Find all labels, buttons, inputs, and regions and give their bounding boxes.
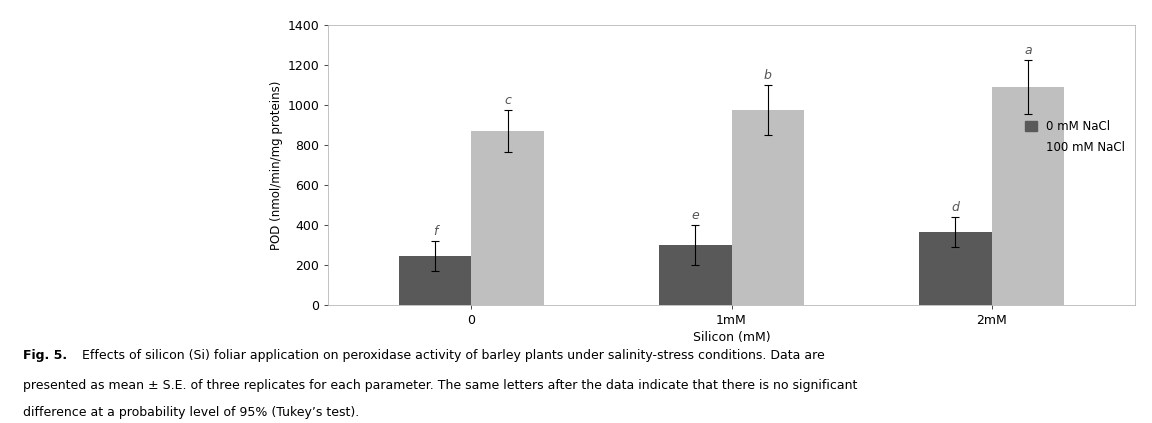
Text: d: d	[952, 201, 960, 214]
X-axis label: Silicon (mM): Silicon (mM)	[692, 331, 771, 344]
Text: b: b	[764, 69, 772, 82]
Text: e: e	[691, 209, 699, 222]
Legend: 0 mM NaCl, 100 mM NaCl: 0 mM NaCl, 100 mM NaCl	[1022, 116, 1129, 158]
Text: a: a	[1024, 44, 1032, 57]
Text: presented as mean ± S.E. of three replicates for each parameter. The same letter: presented as mean ± S.E. of three replic…	[23, 379, 857, 392]
Text: f: f	[433, 225, 437, 238]
Text: Fig. 5.: Fig. 5.	[23, 349, 67, 362]
Bar	[399, 255, 471, 305]
Y-axis label: POD (nmol/min/mg proteins): POD (nmol/min/mg proteins)	[271, 80, 283, 250]
Text: Effects of silicon (Si) foliar application on peroxidase activity of barley plan: Effects of silicon (Si) foliar applicati…	[78, 349, 825, 362]
Bar	[992, 87, 1064, 305]
Bar	[732, 110, 804, 305]
Bar	[919, 232, 992, 305]
Text: c: c	[505, 94, 511, 107]
Bar	[471, 131, 544, 305]
Text: difference at a probability level of 95% (Tukey’s test).: difference at a probability level of 95%…	[23, 406, 359, 419]
Bar	[659, 245, 732, 305]
